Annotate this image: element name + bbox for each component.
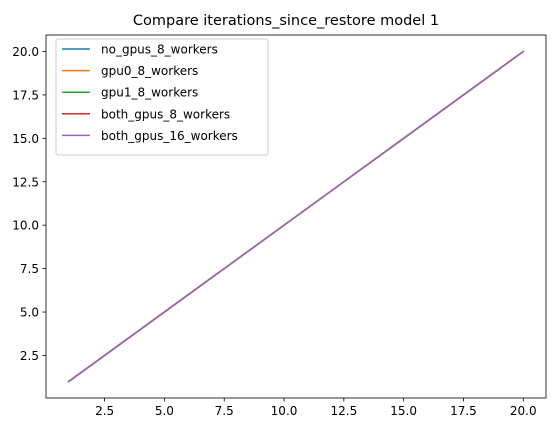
legend-label: both_gpus_8_workers (101, 107, 230, 121)
x-tick-label: 5.0 (155, 404, 174, 418)
x-tick-label: 17.5 (450, 404, 477, 418)
y-tick-label: 20.0 (12, 45, 39, 59)
legend-label: gpu1_8_workers (101, 86, 198, 100)
legend: no_gpus_8_workers gpu0_8_workers gpu1_8_wo… (55, 38, 269, 156)
axes-frame (45, 34, 547, 399)
y-tick-label: 5.0 (20, 306, 39, 320)
x-tick-label: 20.0 (510, 404, 537, 418)
legend-label: gpu0_8_workers (101, 64, 198, 78)
x-tick-label: 15.0 (390, 404, 417, 418)
y-axis: 2.5 5.0 7.5 10.0 12.5 15.0 17.5 20.0 (12, 45, 46, 363)
y-tick-label: 2.5 (20, 349, 39, 363)
chart-title: Compare iterations_since_restore model 1 (133, 13, 439, 29)
x-tick-label: 12.5 (330, 404, 357, 418)
legend-box (55, 38, 269, 156)
x-tick-label: 10.0 (271, 404, 298, 418)
y-tick-label: 17.5 (12, 88, 39, 102)
y-tick-label: 12.5 (12, 175, 39, 189)
legend-label: both_gpus_16_workers (101, 129, 238, 143)
x-tick-label: 2.5 (95, 404, 114, 418)
y-tick-label: 10.0 (12, 219, 39, 233)
x-tick-label: 7.5 (215, 404, 234, 418)
series-group (67, 50, 525, 383)
series-line-both_gpus_16_workers (67, 50, 525, 383)
y-tick-label: 15.0 (12, 132, 39, 146)
y-tick-label: 7.5 (20, 262, 39, 276)
x-axis: 2.5 5.0 7.5 10.0 12.5 15.0 17.5 20.0 (95, 398, 537, 418)
legend-label: no_gpus_8_workers (101, 43, 218, 57)
